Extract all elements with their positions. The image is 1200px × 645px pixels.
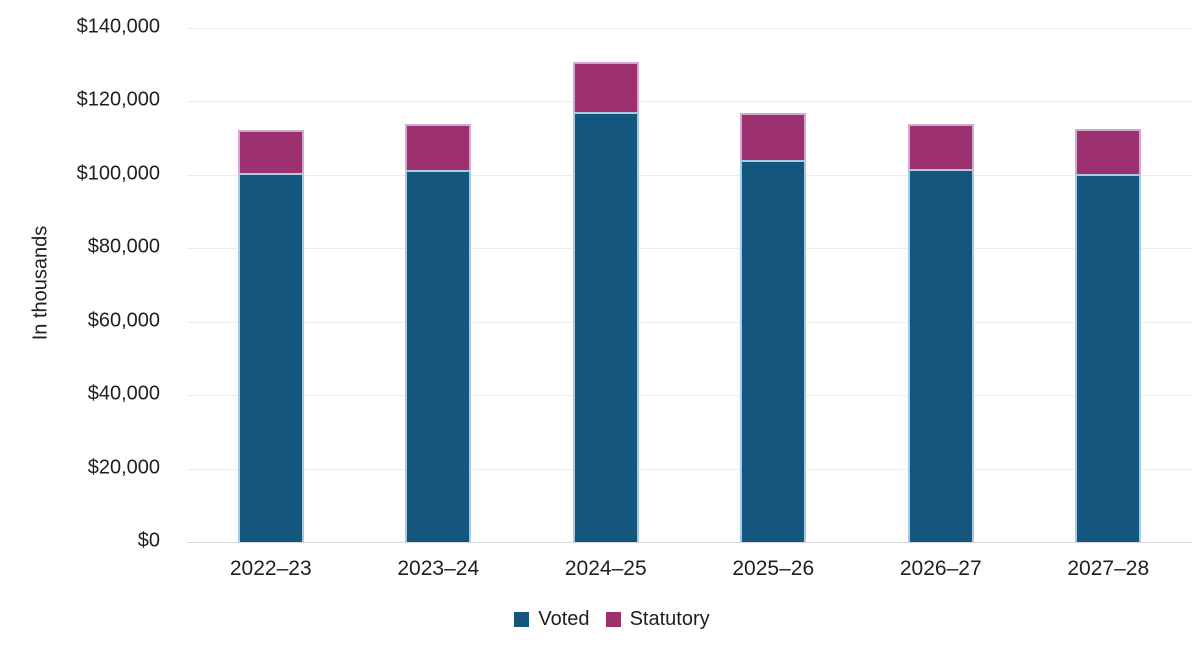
voted-swatch-icon [514, 612, 530, 627]
bar-2024–25-voted [572, 112, 639, 542]
legend-item-voted: Voted [514, 608, 590, 631]
y-tick-label: $140,000 [76, 15, 160, 38]
legend-label-statutory: Statutory [629, 608, 710, 630]
legend-item-statutory: Statutory [605, 608, 710, 631]
y-tick-label: $20,000 [87, 456, 160, 479]
bar-2023–24-voted [405, 169, 472, 542]
bar-2025–26-voted [740, 159, 807, 542]
y-tick-label: $100,000 [76, 162, 160, 185]
bar-2026–27-voted [907, 169, 974, 542]
gridline [187, 28, 1192, 29]
x-tick-label: 2026–27 [899, 557, 982, 580]
x-tick-label: 2023–24 [397, 557, 480, 580]
y-tick-label: $60,000 [87, 309, 160, 332]
x-tick-label: 2027–28 [1067, 557, 1150, 580]
bar-2023–24-statutory [405, 123, 472, 170]
bar-2027–28-voted [1075, 173, 1142, 542]
x-axis-line [187, 542, 1192, 543]
gridline [187, 468, 1192, 470]
bar-2026–27-statutory [907, 124, 974, 170]
y-tick-label: $40,000 [87, 382, 160, 405]
bar-2024–25-statutory [572, 62, 639, 113]
gridline [187, 174, 1192, 176]
x-tick-label: 2022–23 [229, 557, 312, 580]
gridline [187, 101, 1192, 103]
legend-label-voted: Voted [538, 608, 590, 630]
legend: Voted Statutory [0, 608, 1200, 631]
y-tick-label: $80,000 [87, 235, 160, 258]
bar-2022–23-statutory [237, 129, 304, 173]
bar-2025–26-statutory [740, 113, 807, 160]
x-tick-label: 2024–25 [564, 557, 647, 580]
bar-2027–28-statutory [1075, 129, 1142, 174]
gridline [187, 395, 1192, 397]
x-tick-label: 2025–26 [732, 557, 815, 580]
y-tick-label: $0 [137, 529, 160, 552]
bar-2022–23-voted [237, 173, 304, 542]
y-tick-label: $120,000 [76, 89, 160, 112]
statutory-swatch-icon [605, 612, 621, 627]
gridline [187, 248, 1192, 250]
gridline [187, 321, 1192, 323]
